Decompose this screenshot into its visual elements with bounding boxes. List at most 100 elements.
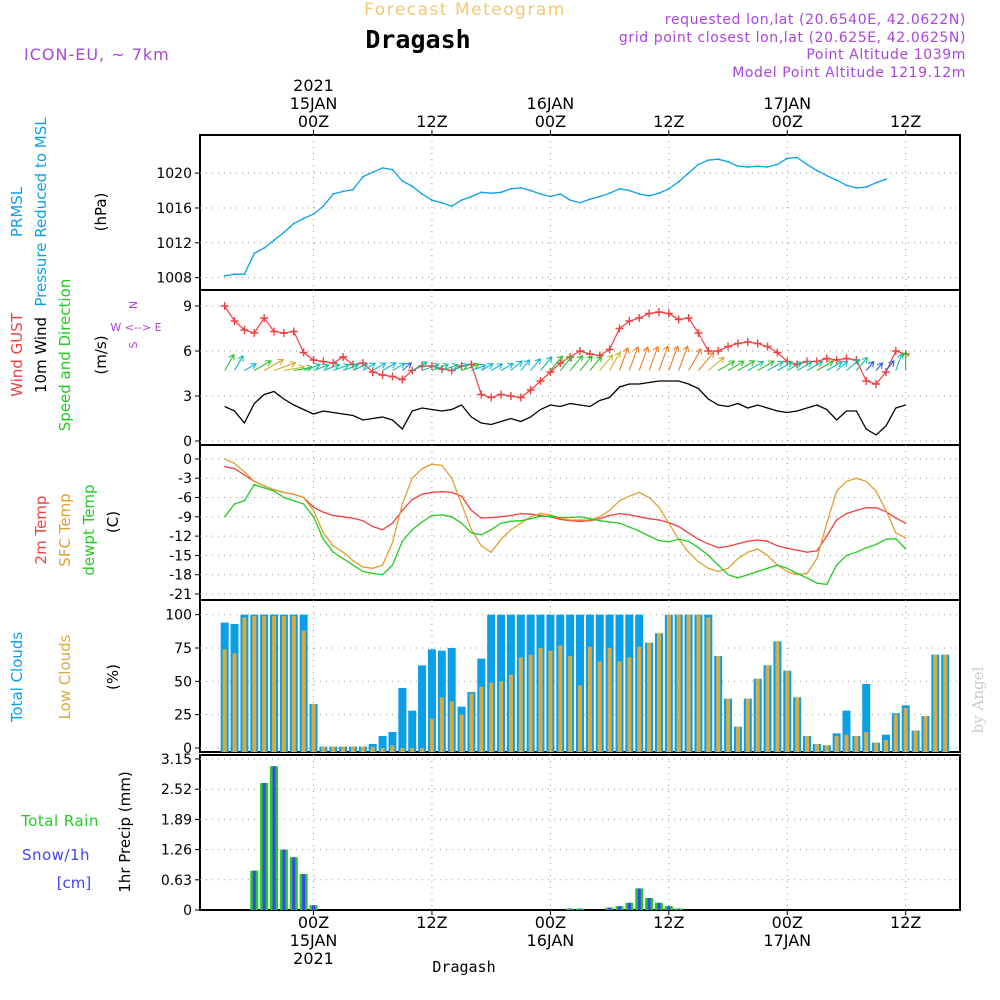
- wind-direction-arrow: [658, 345, 670, 371]
- wind-direction-arrow: [263, 358, 285, 371]
- bottom-axis-label: 16JAN: [527, 931, 575, 950]
- snow-bar: [637, 888, 641, 910]
- wind-direction-arrow: [559, 355, 573, 371]
- temperature-sfc-point: [500, 538, 502, 541]
- low-cloud-bar: [410, 748, 415, 752]
- precip-y-tick-label: 1.89: [161, 812, 192, 828]
- low-cloud-bar: [775, 641, 780, 752]
- temperature-dewpt-point: [658, 539, 660, 542]
- low-cloud-bar: [232, 653, 237, 752]
- wind-gust-marker: [447, 366, 456, 375]
- wind-gust-marker: [605, 345, 614, 354]
- temperature-sfc-point: [549, 514, 552, 516]
- snow-bar: [302, 874, 306, 910]
- wind-gust-marker: [635, 314, 644, 322]
- grid-point-coords: grid point closest lon,lat (20.625E, 42.…: [619, 30, 966, 46]
- temperature-temp2m-point: [608, 514, 611, 517]
- low-cloud-bar: [370, 746, 375, 752]
- pressure-point: [628, 189, 631, 192]
- temperature-temp2m-point: [865, 507, 867, 509]
- compass-west-east: W <--> E: [110, 321, 161, 334]
- low-cloud-bar: [716, 656, 721, 752]
- pressure-point: [598, 195, 601, 198]
- top-axis-label: 2021: [293, 76, 334, 95]
- low-cloud-bar: [706, 617, 711, 752]
- model-altitude: Model Point Altitude 1219.12m: [732, 65, 966, 81]
- low-cloud-bar: [696, 614, 701, 752]
- snow-bar: [677, 908, 681, 911]
- temperature-dewpt-point: [835, 564, 838, 566]
- low-cloud-bar: [558, 645, 563, 752]
- temperature-sfc-point: [905, 537, 907, 539]
- temperature-temp2m-point: [855, 509, 858, 512]
- pressure-point: [510, 187, 512, 190]
- wind-direction-arrow: [846, 358, 861, 371]
- temperature-dewpt-point: [490, 528, 492, 531]
- temperature-temp2m-point: [450, 491, 453, 494]
- pressure-point: [618, 187, 621, 190]
- temperature-temp2m-point: [599, 518, 601, 520]
- pressure-point: [352, 188, 354, 191]
- wind-direction-arrow: [757, 360, 775, 371]
- precip-y-tick-label: 0: [183, 903, 192, 919]
- total-clouds-label: Total Clouds: [8, 632, 26, 724]
- pressure-point: [885, 178, 887, 181]
- low-cloud-bar: [538, 648, 543, 752]
- low-cloud-bar: [291, 616, 296, 752]
- temperature-dewpt-point: [697, 546, 700, 549]
- wind-direction-arrow: [902, 350, 910, 371]
- dewpt-temp-label: dewpt Temp: [80, 484, 98, 575]
- temperature-temp2m-point: [766, 540, 769, 542]
- bottom-axis-label: 2021: [293, 949, 334, 968]
- precip-y-tick-label: 3.15: [161, 752, 192, 768]
- bottom-axis-label: 17JAN: [763, 931, 811, 950]
- low-cloud-bar: [400, 748, 405, 752]
- wind-speed-label: 10m Wind: [32, 317, 50, 393]
- temperature-dewpt-point: [293, 500, 295, 502]
- pressure-point: [806, 163, 808, 166]
- pressure-point: [361, 175, 364, 178]
- temperature-dewpt-point: [529, 518, 532, 520]
- temperature-dewpt-point: [905, 548, 907, 550]
- temperature-dewpt-point: [510, 520, 512, 523]
- low-cloud-bar: [350, 746, 355, 752]
- top-axis-label: 00Z: [772, 112, 803, 131]
- temperature-sfc-point: [816, 557, 818, 560]
- low-cloud-bar: [745, 698, 750, 752]
- precip-frame: [199, 754, 961, 911]
- snow-bar: [252, 870, 256, 910]
- temperature-sfc-point: [599, 516, 601, 518]
- temperature-sfc-point: [372, 567, 374, 569]
- temperature-temp2m-point: [342, 516, 344, 518]
- snow-bar: [292, 857, 296, 910]
- pressure-point: [815, 169, 818, 172]
- total-cloud-bar: [447, 648, 456, 752]
- temperature-dewpt-point: [283, 496, 285, 499]
- temperature-dewpt-point: [569, 516, 571, 519]
- temperature-dewpt-point: [233, 503, 236, 505]
- snow-label: Snow/1h: [22, 846, 90, 864]
- pressure-point: [539, 193, 542, 195]
- temperature-temp2m-point: [707, 543, 710, 545]
- total-cloud-bar: [378, 736, 387, 752]
- temperature-dewpt-point: [559, 516, 561, 519]
- low-cloud-bar: [923, 716, 928, 752]
- low-cloud-bar: [834, 736, 839, 752]
- low-cloud-bar: [439, 697, 444, 752]
- pressure-point: [322, 205, 325, 208]
- low-cloud-bar: [795, 697, 800, 752]
- station-title: Dragash: [365, 25, 470, 54]
- wind-gust-marker: [477, 390, 486, 399]
- pressure-y-tick-label: 1012: [156, 236, 192, 252]
- temperature-sfc-point: [391, 541, 394, 544]
- requested-coords: requested lon,lat (20.6540E, 42.0622N): [665, 12, 966, 28]
- wind-direction-arrow: [727, 360, 745, 371]
- top-axis-label: 17JAN: [763, 94, 811, 113]
- low-cloud-bar: [883, 740, 888, 752]
- pressure-point: [648, 194, 650, 197]
- wind-gust-marker: [260, 314, 269, 322]
- snow-bar: [568, 908, 572, 911]
- low-cloud-bar: [597, 661, 602, 752]
- temperature-sfc-point: [727, 567, 729, 569]
